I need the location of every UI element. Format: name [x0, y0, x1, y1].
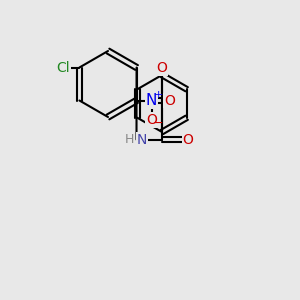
Text: N: N: [146, 93, 157, 108]
Text: O: O: [164, 94, 175, 107]
Text: −: −: [153, 117, 164, 130]
Text: N: N: [137, 133, 147, 146]
Text: O: O: [157, 61, 167, 75]
Text: O: O: [183, 133, 194, 146]
Text: Cl: Cl: [57, 61, 70, 74]
Text: O: O: [146, 113, 157, 127]
Text: H: H: [125, 133, 134, 146]
Text: +: +: [154, 90, 163, 100]
